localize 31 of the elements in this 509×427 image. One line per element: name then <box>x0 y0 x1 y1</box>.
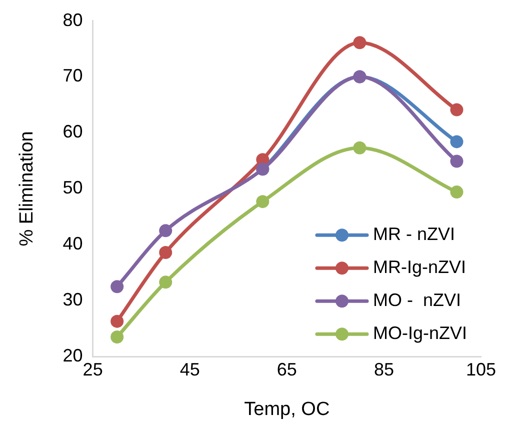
y-tick-label: 60 <box>62 122 83 142</box>
y-tick-label: 70 <box>62 66 83 86</box>
x-tick-label: 105 <box>466 359 496 380</box>
point <box>110 314 124 328</box>
x-tick-label: 25 <box>82 359 103 380</box>
legend-label: MR-Ig-nZVI <box>372 257 466 278</box>
y-tick-label: 80 <box>62 10 83 30</box>
legend-label: MO - nZVI <box>372 290 462 310</box>
point <box>450 186 464 199</box>
point <box>353 141 366 154</box>
y-tick-label: 30 <box>62 290 83 310</box>
point <box>450 154 464 168</box>
y-tick-label: 20 <box>62 346 83 366</box>
point <box>159 224 172 238</box>
point <box>450 103 464 116</box>
x-tick-label: 45 <box>180 359 200 380</box>
point <box>353 36 366 50</box>
y-tick-label: 50 <box>62 178 83 198</box>
point <box>159 276 172 289</box>
point <box>110 280 124 294</box>
y-tick-label: 40 <box>62 234 83 254</box>
point <box>256 195 270 208</box>
x-tick-label: 65 <box>276 359 297 380</box>
x-axis-title: Temp, OC <box>244 398 330 420</box>
legend-label: MO-Ig-nZVI <box>372 323 468 344</box>
x-tick-label: 85 <box>374 359 394 380</box>
point <box>110 330 124 344</box>
point <box>450 135 464 148</box>
y-axis-title: % Elimination <box>16 131 38 246</box>
legend-label: MR - nZVI <box>372 224 456 244</box>
point <box>159 246 172 259</box>
